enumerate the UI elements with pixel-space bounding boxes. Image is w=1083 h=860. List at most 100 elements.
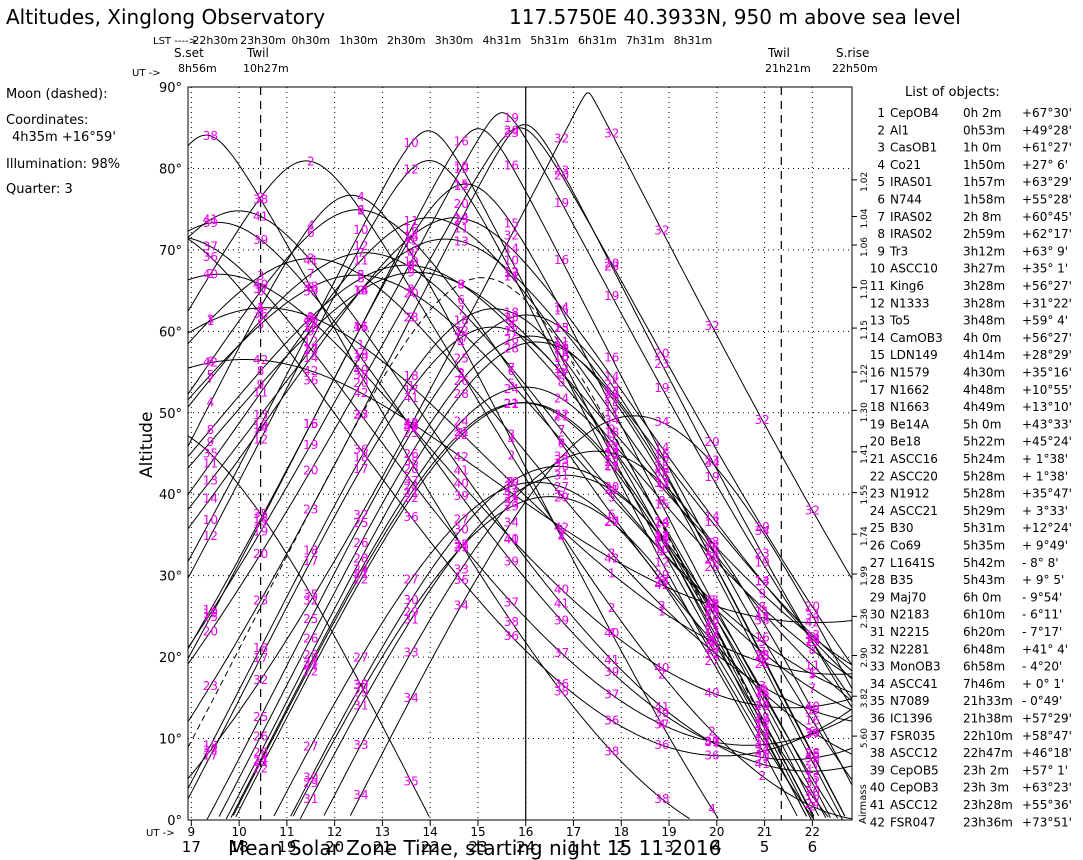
airmass-tick-label: 1.74 [860, 526, 870, 546]
curve-label: 16 [755, 631, 770, 645]
curve-label: 2 [608, 601, 616, 615]
curve-label: 24 [604, 441, 619, 455]
object-number: 36 [870, 712, 885, 726]
curve-label: 10 [403, 136, 418, 150]
moon-coords: 4h35m +16°59' [12, 130, 116, 145]
object-list-row: 25 B30 5h31m +12°24' [870, 521, 1072, 535]
curve-label: 39 [253, 233, 268, 247]
object-ra: 1h 0m [963, 141, 1001, 155]
object-dec: +46°18' [1022, 746, 1072, 760]
curve-label: 5 [307, 281, 315, 295]
curve-label: 40 [454, 477, 469, 491]
curve-label: 8 [809, 643, 817, 657]
curve-label: 5 [357, 268, 365, 282]
object-dec: +59° 4' [1022, 314, 1068, 328]
curve-label: 10 [504, 253, 519, 267]
object-ra: 7h46m [963, 677, 1005, 691]
curve-label: 42 [454, 450, 469, 464]
y-tick-label: 80° [159, 162, 182, 177]
curve-label: 33 [504, 495, 519, 509]
curve-label: 19 [203, 606, 218, 620]
curve-label: 21 [554, 409, 569, 423]
curve-label: 20 [755, 520, 770, 534]
curve-label: 36 [805, 726, 820, 740]
airmass-tick-label: 2.36 [860, 608, 870, 628]
curve-label: 21 [604, 459, 619, 473]
object-name: L1641S [890, 556, 935, 570]
curve-label: 9 [257, 378, 265, 392]
site-location: 117.5750E 40.3933N, 950 m above sea leve… [509, 5, 961, 29]
curve-label: 15 [554, 303, 569, 317]
curve-label: 37 [755, 738, 770, 752]
curve-label: 34 [353, 788, 368, 802]
object-dec: + 3°33' [1022, 504, 1068, 518]
ut-tick-label: 18 [614, 825, 629, 839]
curve-label: 9 [307, 325, 315, 339]
object-number: 21 [870, 452, 885, 466]
object-name: MonOB3 [890, 660, 941, 674]
object-name: CasOB1 [890, 141, 937, 155]
curve-label: 12 [755, 733, 770, 747]
curve-label: 38 [203, 129, 218, 143]
curve-label: 8 [708, 550, 716, 564]
object-name: ASCC12 [890, 798, 938, 812]
curve-31 [299, 474, 831, 820]
object-ra: 23h 3m [963, 781, 1009, 795]
object-name: N744 [890, 193, 922, 207]
curve-label: 21 [403, 486, 418, 500]
curve-label: 2 [658, 667, 666, 681]
airmass-tick-label: 1.02 [860, 172, 870, 192]
curve-label: 5 [558, 433, 566, 447]
object-list-row: 22 ASCC20 5h28m + 1°38' [870, 469, 1068, 483]
curve-label: 39 [504, 554, 519, 568]
local-tick-label: 4 [712, 838, 722, 856]
curve-label: 7 [508, 361, 516, 375]
curve-label: 11 [303, 316, 318, 330]
object-dec: +41° 4' [1022, 642, 1068, 656]
lst-tick-label: 4h31m [483, 34, 522, 47]
curve-label: 23 [755, 547, 770, 561]
curve-label: 8 [257, 364, 265, 378]
object-ra: 4h30m [963, 366, 1005, 380]
curve-label: 14 [704, 510, 719, 524]
curve-label: 37 [704, 735, 719, 749]
object-number: 28 [870, 573, 885, 587]
curve-label: 16 [303, 417, 318, 431]
curve-label: 13 [454, 234, 469, 248]
curve-label: 5 [809, 667, 817, 681]
curve-label: 29 [554, 491, 569, 505]
object-dec: +35°16' [1022, 366, 1072, 380]
curve-label: 2 [207, 267, 215, 281]
curve-label: 10 [755, 715, 770, 729]
curve-label: 9 [508, 314, 516, 328]
curve-label: 2 [307, 154, 315, 168]
object-list-row: 10 ASCC10 3h27m +35° 1' [870, 262, 1068, 276]
curve-label: 12 [604, 460, 619, 474]
object-name: N1663 [890, 400, 930, 414]
object-list-title: List of objects: [905, 85, 1000, 100]
object-dec: +28°29' [1022, 348, 1072, 362]
curve-label: 32 [654, 223, 669, 237]
object-name: ASCC41 [890, 677, 938, 691]
curve-label: 22 [554, 407, 569, 421]
curve-label: 12 [253, 433, 268, 447]
lst-tick-label: 0h30m [291, 34, 330, 47]
local-tick-label: 18 [230, 838, 249, 856]
curve-label: 27 [454, 513, 469, 527]
curve-label: 33 [654, 476, 669, 490]
curve-label: 11 [253, 386, 268, 400]
object-list-row: 39 CepOB5 23h 2m +57° 1' [870, 763, 1068, 777]
object-number: 18 [870, 400, 885, 414]
curve-23 [187, 124, 853, 722]
curve-label: 29 [755, 727, 770, 741]
curve-label: 2 [357, 204, 365, 218]
curve-label: 21 [654, 534, 669, 548]
object-ra: 2h59m [963, 227, 1005, 241]
curve-label: 11 [203, 456, 218, 470]
ut-tick-label: 9 [188, 825, 196, 839]
object-name: To5 [889, 314, 910, 328]
curve-label: 26 [353, 536, 368, 550]
curve-label: 34 [554, 450, 569, 464]
curve-label: 36 [654, 738, 669, 752]
curve-label: 33 [353, 738, 368, 752]
